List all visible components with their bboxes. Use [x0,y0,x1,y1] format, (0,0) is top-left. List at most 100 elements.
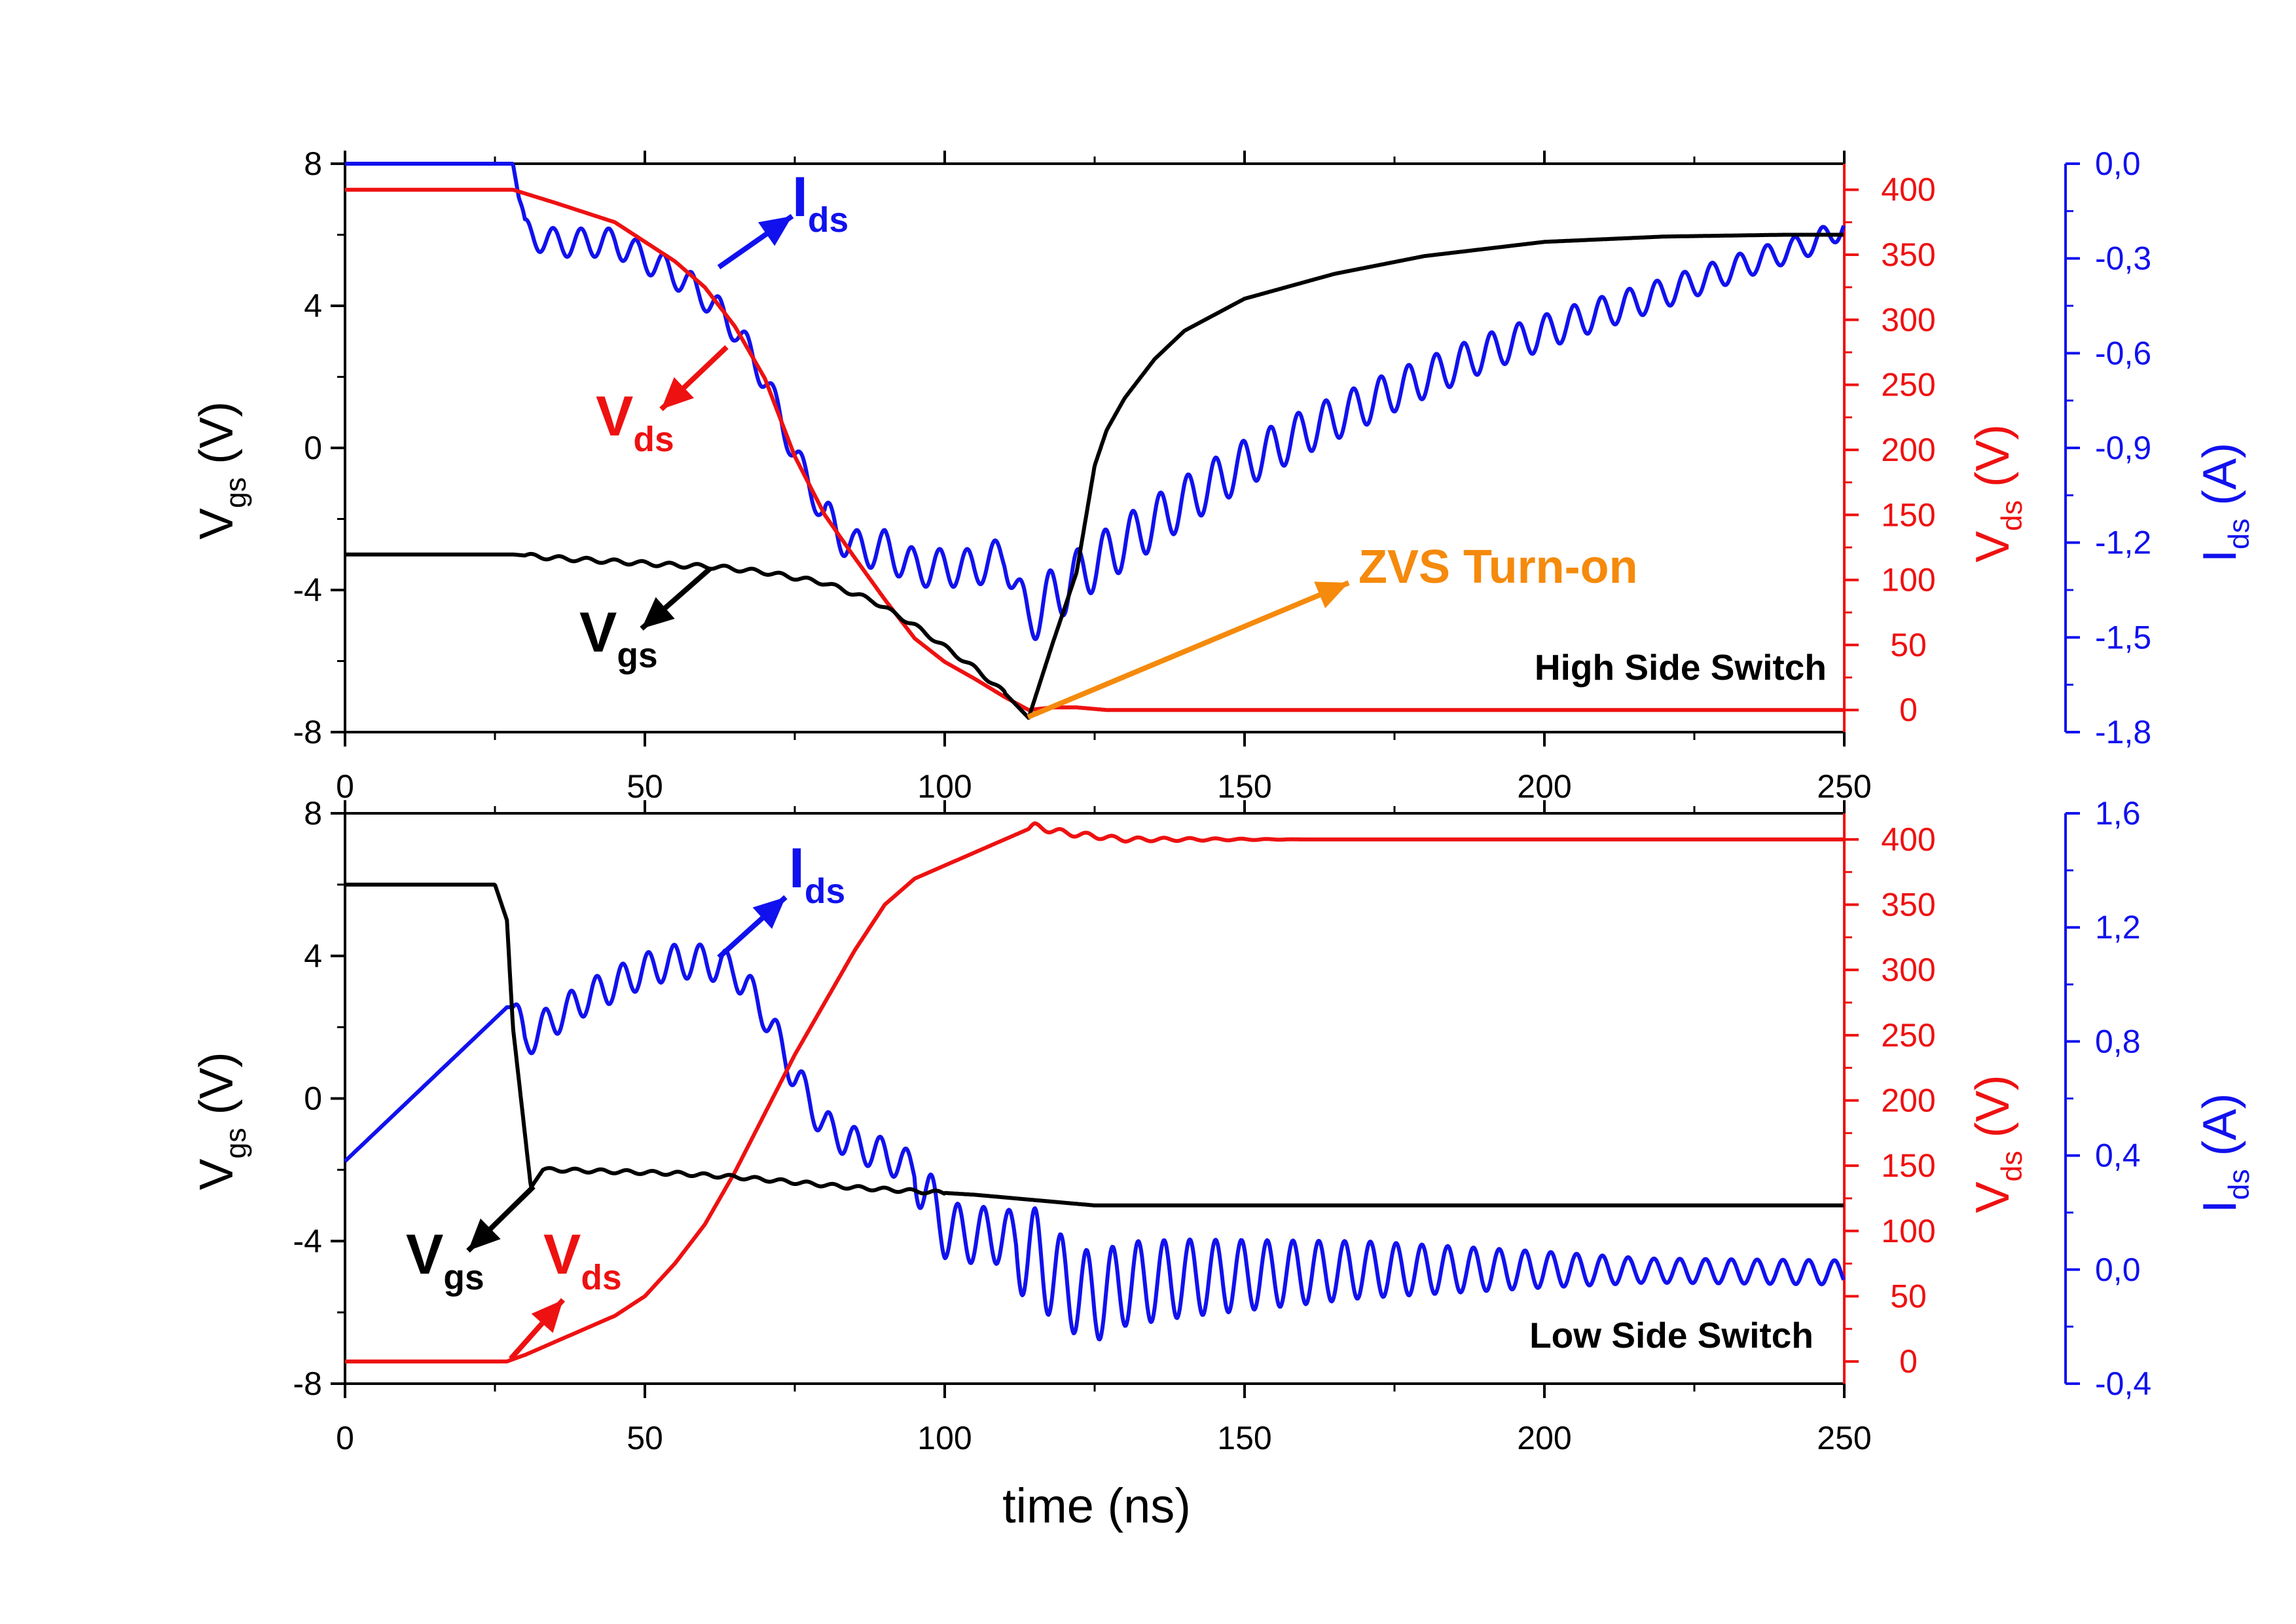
ids-arrow-head [758,216,792,246]
ids-axis-label-subscript: ds [2223,1169,2255,1200]
series-vds [344,821,1845,1364]
vgs-annotation: Vgs [406,1223,484,1297]
vgs-annotation-subscript: gs [443,1259,484,1297]
x-axis-label: time (ns) [1002,1479,1191,1533]
ids-annotation: Ids [789,837,845,911]
y-tick-label: 8 [304,795,322,832]
vds-axis-label-base: V [1967,1181,2019,1213]
vds-tick-label: 150 [1881,496,1935,533]
vds-tick-label: 100 [1881,562,1935,599]
vds-axis-label-base: V [1967,531,2019,563]
vds-tick-label: 300 [1881,301,1935,338]
chart-panels: 0 50 100 150 200 250 -8 -4 0 4 8 Vgs (V) 0 50 100 150 20… [191,145,2255,1456]
ids-tick-label: 0,0 [2095,1251,2141,1288]
x-tick-label: 150 [1217,1420,1271,1456]
x-tick-label: 50 [627,768,663,805]
vgs-arrow-head [642,597,675,629]
panel-low-side: 0 50 100 150 200 250 -8 -4 0 4 8 Vgs (V) 0 50 100 150 20… [191,795,2255,1456]
vds-annotation-base: V [543,1223,581,1286]
ids-annotation-base: I [792,166,808,229]
ids-tick-label: -0,6 [2095,335,2151,371]
ids-tick-label: 0,0 [2095,145,2141,182]
y-tick-label: -4 [293,572,322,608]
ids-annotation-subscript: ds [805,872,845,911]
zvs-arrow-shaft [1027,580,1350,720]
y-tick-label: -8 [293,1365,322,1402]
left-axis-label: Vgs (V) [191,401,252,540]
ids-axis-label-subscript: ds [2223,519,2255,549]
y-tick-label: 4 [304,938,322,974]
vds-tick-label: 400 [1881,172,1935,208]
series-vgs [344,882,1845,1208]
left-axis-label-subscript: gs [220,477,252,508]
ids-axis-label: Ids (A) [2194,1093,2255,1213]
vds-axis-label-subscript: ds [1996,500,2028,531]
right-axis-vds: 0 50 100 150 200 250 300 350 400 Vds (V) [1843,813,2028,1384]
vgs-annotation: Vgs [579,601,658,675]
ids-annotation-subscript: ds [808,201,848,240]
ids-axis-label-unit: (A) [2194,443,2246,519]
series-ids [343,942,1846,1342]
left-axis-label-unit: (V) [191,401,243,477]
x-tick-label: 0 [336,768,354,805]
x-tick-label: 200 [1517,1420,1571,1456]
vds-tick-label: 400 [1881,821,1935,858]
vds-arrow-head [531,1300,563,1333]
y-tick-label: 0 [304,430,322,466]
x-ticks: 0 50 100 150 200 250 [336,800,1872,1456]
vds-tick-label: 250 [1881,1017,1935,1054]
ids-tick-label: -1,8 [2095,714,2151,750]
vds-annotation-subscript: ds [633,420,674,459]
right-axis-vds: 0 50 100 150 200 250 300 350 400 Vds (V) [1843,164,2028,732]
zvs-arrow-head [1314,581,1349,608]
panel-title: High Side Switch [1535,647,1827,688]
vds-axis-label-subscript: ds [1996,1151,2028,1181]
vds-tick-label: 300 [1881,951,1935,988]
ids-tick-label: -1,2 [2095,525,2151,561]
ids-axis-label-base: I [2194,1200,2246,1213]
vds-axis-label-unit: (V) [1967,424,2019,500]
vds-tick-label: 50 [1890,627,1927,663]
ids-axis-label-unit: (A) [2194,1093,2246,1169]
y-tick-label: -8 [293,714,322,750]
x-tick-label: 100 [917,1420,972,1456]
vds-annotation: Vds [596,385,674,459]
vds-axis-label-unit: (V) [1967,1075,2019,1151]
x-tick-label: 100 [917,768,972,805]
series-ids [344,162,1846,641]
left-axis-label-base: V [191,1158,243,1190]
y-tick-label: 0 [304,1080,322,1117]
vds-tick-label: 200 [1881,432,1935,468]
left-axis-ticks: -8 -4 0 4 8 [293,795,345,1402]
vgs-annotation-base: V [406,1223,443,1286]
ids-tick-label: -0,4 [2095,1365,2151,1402]
left-axis-ticks: -8 -4 0 4 8 [293,145,345,750]
vds-annotation-subscript: ds [581,1259,621,1297]
ids-tick-label: 0,8 [2095,1023,2141,1060]
series-vgs [344,232,1845,720]
vds-tick-label: 100 [1881,1213,1935,1249]
y-tick-label: -4 [293,1223,322,1259]
left-axis-label-unit: (V) [191,1052,243,1128]
vds-tick-label: 50 [1890,1278,1927,1314]
right-axis-ids: -1,8 -1,5 -1,2 -0,9 -0,6 -0,3 0,0 Ids (A) [2064,145,2255,750]
panel-title: Low Side Switch [1529,1315,1813,1356]
left-axis-label: Vgs (V) [191,1052,252,1190]
ids-tick-label: -1,5 [2095,619,2151,655]
x-tick-label: 250 [1817,768,1871,805]
ids-annotation: Ids [792,166,848,240]
vgs-annotation-subscript: gs [617,637,657,675]
vgs-annotation-base: V [579,601,617,664]
ids-axis-label-base: I [2194,549,2246,563]
ids-annotation-base: I [789,837,805,900]
left-axis-label-base: V [191,508,243,540]
x-tick-label: 200 [1517,768,1571,805]
left-axis-label-subscript: gs [220,1128,252,1158]
ids-tick-label: 1,2 [2095,909,2141,946]
vds-tick-label: 250 [1881,367,1935,403]
vds-arrow-head [661,377,694,409]
ids-tick-label: -0,9 [2095,430,2151,466]
